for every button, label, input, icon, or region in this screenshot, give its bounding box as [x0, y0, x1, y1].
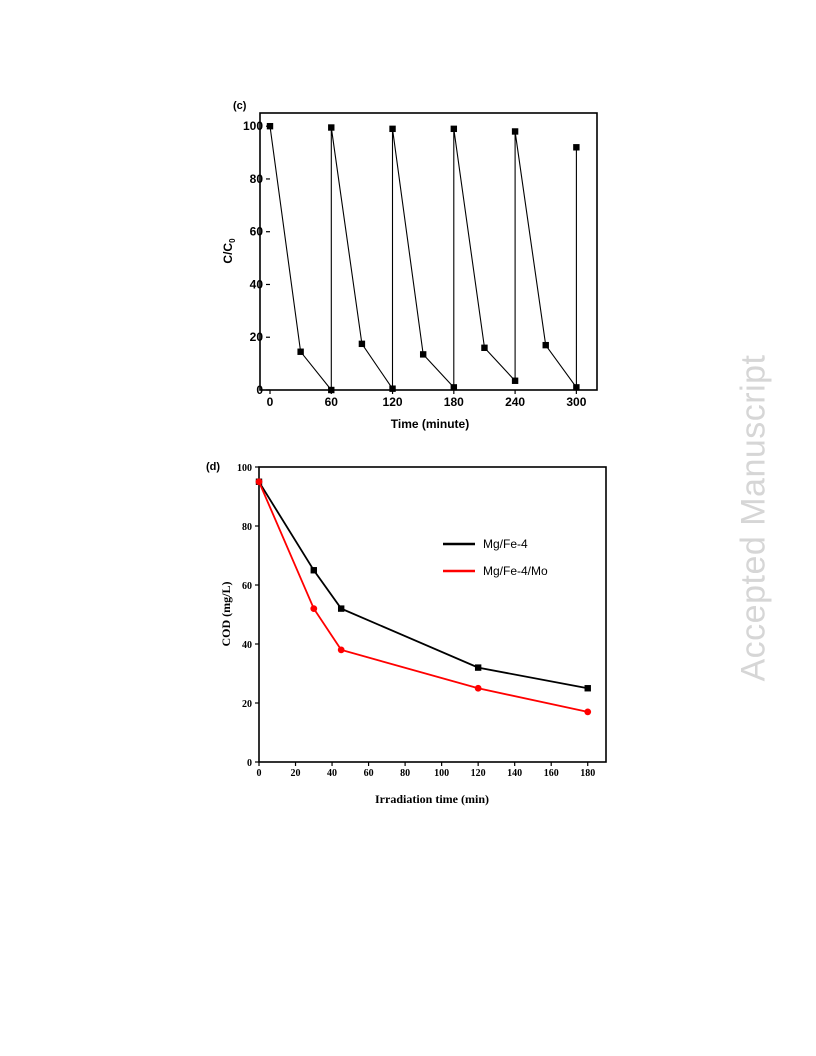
data-point-c-0 — [542, 341, 549, 349]
series-line-d-1 — [258, 481, 588, 713]
y-tick-label-d: 100 — [237, 463, 252, 474]
x-tick-label-d: 100 — [434, 768, 449, 779]
y-tick-label-c: 20 — [250, 330, 264, 344]
plot-frame-c — [259, 112, 598, 391]
x-tick-label-d: 120 — [471, 768, 486, 779]
data-point-d-0 — [310, 567, 317, 574]
data-point-c-0 — [297, 348, 304, 355]
data-point-c-0 — [389, 125, 396, 133]
data-point-d-0 — [474, 664, 482, 671]
data-point-c-0 — [511, 128, 519, 135]
y-tick-label-c: 80 — [250, 172, 264, 186]
data-point-d-1 — [310, 605, 318, 612]
x-tick-label-d: 20 — [291, 768, 301, 779]
panel-label-d: (d) — [206, 461, 220, 473]
panel-label-c: (c) — [233, 100, 247, 112]
data-point-c-0 — [573, 384, 580, 391]
watermark: Accepted Manuscript — [734, 354, 773, 682]
data-point-d-0 — [584, 685, 591, 692]
y-tick-label-d: 20 — [242, 699, 252, 710]
x-tick-label-c: 300 — [566, 395, 586, 409]
x-tick-label-c: 0 — [267, 395, 274, 409]
data-point-d-1 — [337, 646, 345, 654]
data-point-c-0 — [328, 386, 335, 394]
x-tick-label-d: 80 — [400, 768, 410, 779]
data-point-c-0 — [481, 344, 488, 351]
x-tick-label-c: 240 — [505, 395, 525, 409]
data-point-d-1 — [474, 684, 482, 692]
data-point-c-0 — [266, 122, 274, 130]
plot-frame-d — [258, 466, 607, 763]
y-tick-label-c: 40 — [250, 277, 264, 291]
y-tick-label-c: 0 — [256, 383, 263, 397]
data-point-c-0 — [450, 384, 458, 391]
data-point-c-0 — [328, 124, 335, 131]
data-point-c-0 — [511, 377, 519, 384]
data-point-c-0 — [419, 351, 427, 358]
y-tick-label-d: 40 — [242, 640, 252, 651]
y-tick-label-d: 0 — [247, 758, 252, 769]
x-tick-label-d: 60 — [364, 768, 374, 779]
x-tick-label-c: 120 — [383, 395, 403, 409]
x-tick-label-d: 180 — [580, 768, 595, 779]
data-point-d-0 — [337, 605, 345, 612]
data-point-c-0 — [573, 144, 580, 151]
y-tick-label-c: 100 — [243, 119, 263, 133]
x-tick-label-c: 60 — [325, 395, 339, 409]
y-tick-label-d: 80 — [242, 522, 252, 533]
x-tick-label-c: 180 — [444, 395, 464, 409]
x-axis-label-d: Irradiation time (min) — [375, 792, 489, 806]
x-tick-label-d: 0 — [257, 768, 262, 779]
data-point-c-0 — [450, 125, 458, 133]
x-axis-label-c: Time (minute) — [391, 417, 469, 431]
x-tick-label-d: 40 — [327, 768, 337, 779]
y-axis-label-d: COD (mg/L) — [219, 582, 233, 647]
data-point-d-1 — [584, 708, 592, 716]
data-point-d-1 — [255, 478, 263, 486]
y-axis-label-c: C/C0 — [221, 238, 237, 264]
y-tick-label-d: 60 — [242, 581, 252, 592]
y-tick-label-c: 60 — [250, 225, 264, 239]
legend-label: Mg/Fe-4 — [483, 537, 528, 551]
data-point-c-0 — [358, 340, 366, 348]
series-line-c-0 — [269, 126, 577, 392]
x-tick-label-d: 160 — [544, 768, 559, 779]
legend-d: Mg/Fe-4 Mg/Fe-4/Mo — [443, 537, 548, 578]
x-tick-label-d: 140 — [507, 768, 522, 779]
data-point-c-0 — [389, 385, 396, 392]
series-line-d-0 — [258, 481, 588, 690]
legend-label: Mg/Fe-4/Mo — [483, 564, 548, 578]
